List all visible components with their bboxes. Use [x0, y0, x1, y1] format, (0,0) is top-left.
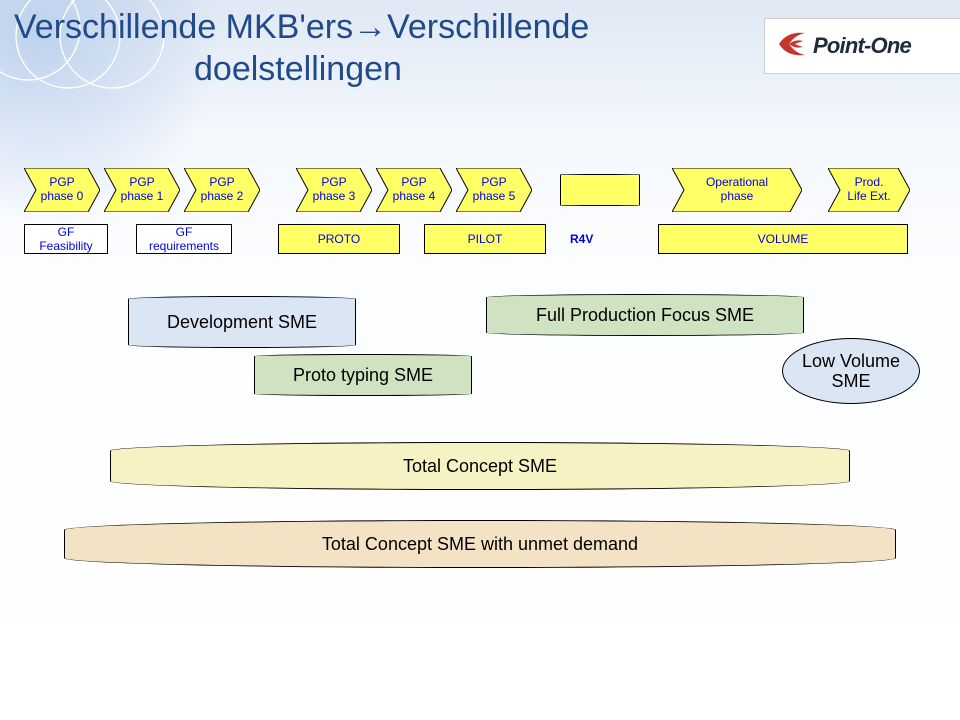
title-line2: Verschillende [387, 8, 589, 46]
phase-chevron: Prod. Life Ext. [828, 168, 910, 212]
phase-chevron-label: PGP phase 5 [473, 175, 516, 203]
phase-chevron-label: Operational phase [706, 175, 768, 203]
sme-full-production: Full Production Focus SME [486, 294, 804, 336]
phase-chevron: PGP phase 5 [456, 168, 532, 212]
subphase-box: PILOT [424, 224, 546, 254]
page-title: Verschillende MKB'ers→Verschillende doel… [14, 6, 589, 90]
phase-chevron-label: PGP phase 1 [121, 175, 164, 203]
sme-low-volume: Low Volume SME [782, 338, 920, 404]
sme-total-concept-unmet: Total Concept SME with unmet demand [64, 520, 896, 568]
title-line1: Verschillende MKB'ers [14, 8, 353, 46]
subphase-box: VOLUME [658, 224, 908, 254]
phase-chevron: PGP phase 1 [104, 168, 180, 212]
phase-chevron-label: PGP phase 4 [393, 175, 436, 203]
logo-text: Point-One [813, 33, 911, 59]
logo-box: Point-One [764, 18, 960, 74]
r4v-label: R4V [570, 232, 593, 246]
phase-chevron: PGP phase 4 [376, 168, 452, 212]
subphase-box: PROTO [278, 224, 400, 254]
sme-total-concept: Total Concept SME [110, 442, 850, 490]
phase-chevron: Operational phase [672, 168, 802, 212]
subphase-box: GF Feasibility [24, 224, 108, 254]
phase-chevron: PGP phase 2 [184, 168, 260, 212]
subphase-box: GF requirements [136, 224, 232, 254]
phase-chevron: PGP phase 0 [24, 168, 100, 212]
phase-chevron-label: PGP phase 2 [201, 175, 244, 203]
title-arrow: → [353, 8, 387, 46]
phase-chevron: PGP phase 3 [296, 168, 372, 212]
phase-chevron-label: Prod. Life Ext. [847, 175, 890, 203]
title-line3: doelstellingen [14, 48, 589, 90]
sme-prototyping: Proto typing SME [254, 354, 472, 396]
phase-chevron-label: PGP phase 0 [41, 175, 84, 203]
r4v-bubble [560, 174, 640, 206]
phase-chevron-label: PGP phase 3 [313, 175, 356, 203]
sme-development: Development SME [128, 296, 356, 348]
point-one-icon [775, 29, 807, 64]
